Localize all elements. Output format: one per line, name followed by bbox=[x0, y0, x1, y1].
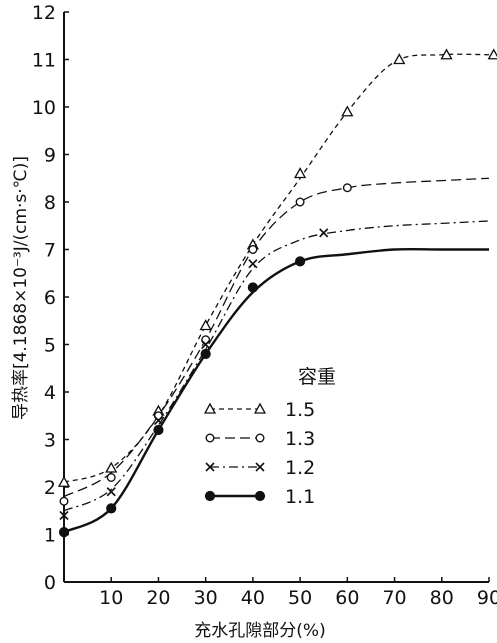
x-axis-label: 充水孔隙部分(%) bbox=[194, 621, 325, 641]
legend: 容重 1.5 1.3 1.2 1.1 bbox=[203, 366, 336, 508]
data-point bbox=[106, 473, 116, 483]
y-tick-label: 1 bbox=[44, 525, 56, 547]
x-tick-label: 90 bbox=[477, 587, 497, 609]
y-tick-label: 12 bbox=[32, 2, 56, 24]
data-point bbox=[440, 48, 453, 60]
x-tick-label: 70 bbox=[382, 587, 406, 609]
x-tick-label: 10 bbox=[99, 587, 123, 609]
series-1.2 bbox=[59, 220, 490, 521]
x-tick-label: 50 bbox=[288, 587, 312, 609]
legend-label: 1.2 bbox=[285, 457, 315, 479]
data-point bbox=[106, 503, 117, 514]
legend-item: 1.1 bbox=[204, 486, 315, 508]
legend-label: 1.1 bbox=[285, 486, 315, 508]
data-point bbox=[342, 183, 352, 193]
data-point bbox=[153, 415, 164, 426]
data-point bbox=[199, 319, 212, 331]
legend-label: 1.3 bbox=[285, 428, 315, 450]
y-tick-label: 3 bbox=[44, 430, 56, 452]
y-axis-label: 导热率[4.1868×10⁻³J/(cm·s·℃)] bbox=[11, 156, 31, 420]
data-point bbox=[319, 228, 329, 238]
data-point bbox=[295, 197, 305, 207]
x-tick-label: 60 bbox=[335, 587, 359, 609]
legend-marker bbox=[253, 402, 267, 414]
legend-item: 1.2 bbox=[205, 457, 315, 479]
data-point bbox=[341, 105, 354, 117]
legend-marker bbox=[255, 433, 265, 443]
data-point bbox=[294, 167, 307, 179]
legend-item: 1.5 bbox=[203, 399, 315, 421]
data-point bbox=[58, 527, 70, 538]
y-tick-label: 4 bbox=[44, 382, 56, 404]
data-point bbox=[59, 510, 69, 521]
series-line bbox=[63, 247, 489, 534]
legend-marker bbox=[255, 462, 265, 472]
y-tick-label: 2 bbox=[44, 477, 56, 499]
data-point bbox=[248, 244, 258, 254]
x-tick-label: 30 bbox=[194, 587, 218, 609]
data-point bbox=[295, 256, 306, 267]
y-tick-label: 10 bbox=[32, 97, 56, 119]
y-tick-label: 7 bbox=[44, 240, 56, 262]
series-1.1 bbox=[58, 247, 489, 538]
legend-marker bbox=[205, 433, 215, 443]
legend-label: 1.5 bbox=[285, 399, 315, 421]
y-tick-label: 5 bbox=[44, 335, 56, 357]
legend-marker bbox=[205, 462, 215, 472]
series-1.5 bbox=[57, 48, 497, 487]
legend-marker bbox=[203, 402, 217, 414]
data-point bbox=[153, 424, 164, 436]
data-point bbox=[487, 48, 497, 60]
y-tick-label: 8 bbox=[44, 192, 56, 214]
data-point bbox=[247, 282, 258, 293]
y-tick-label: 0 bbox=[44, 572, 56, 594]
data-point bbox=[57, 475, 71, 487]
y-tick-label: 9 bbox=[44, 145, 56, 167]
axes bbox=[63, 12, 489, 583]
data-point bbox=[59, 496, 69, 506]
x-tick-label: 40 bbox=[241, 587, 265, 609]
series-layer bbox=[57, 48, 497, 538]
legend-title: 容重 bbox=[298, 366, 336, 388]
y-tick-label: 11 bbox=[32, 50, 56, 72]
y-tick-label: 6 bbox=[44, 287, 56, 309]
series-line bbox=[63, 177, 490, 498]
series-line bbox=[63, 220, 490, 512]
data-point bbox=[200, 348, 211, 360]
legend-marker bbox=[254, 490, 266, 502]
data-point bbox=[248, 259, 258, 269]
series-1.3 bbox=[59, 177, 490, 506]
x-tick-label: 20 bbox=[146, 587, 170, 609]
data-point bbox=[201, 339, 211, 350]
series-line bbox=[63, 53, 490, 483]
legend-item: 1.3 bbox=[205, 428, 315, 450]
legend-marker bbox=[204, 490, 216, 502]
data-point bbox=[106, 487, 116, 497]
data-point bbox=[393, 53, 406, 65]
data-point bbox=[105, 461, 118, 473]
x-tick-label: 80 bbox=[430, 587, 454, 609]
